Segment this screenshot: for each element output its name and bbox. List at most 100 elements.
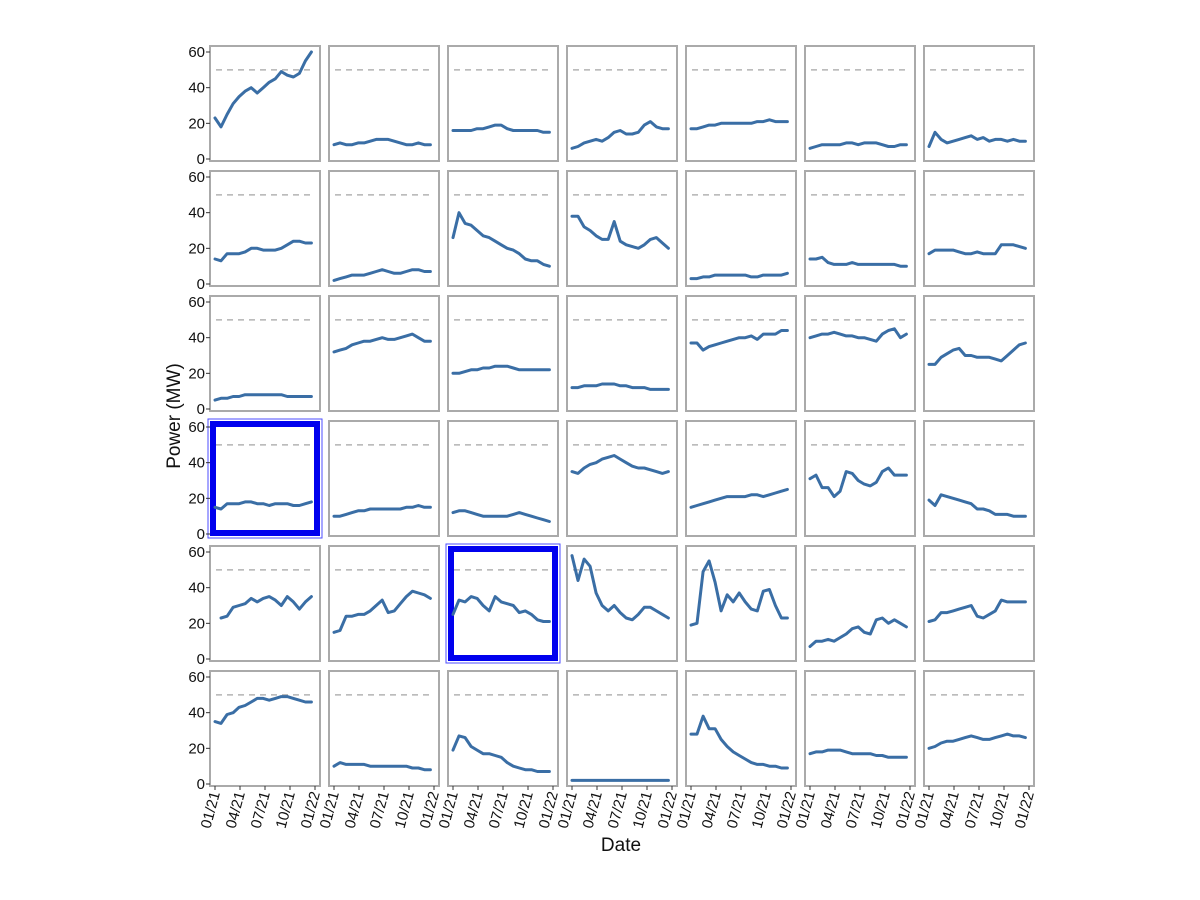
series-line (332, 332, 432, 354)
series-line (808, 616, 908, 648)
series-line (213, 500, 313, 511)
panel-r4-c3 (566, 545, 678, 662)
x-tick-label: 07/21 (962, 790, 988, 831)
panel-r3-c6 (923, 420, 1035, 537)
panel-frame (923, 170, 1035, 287)
x-tick-label: 07/21 (486, 790, 512, 831)
panel-r0-c0 (209, 45, 321, 162)
series-line (451, 734, 551, 773)
highlight-outline (445, 543, 561, 664)
panel-frame (923, 545, 1035, 662)
panel-frame (447, 170, 559, 287)
series-line (213, 50, 313, 129)
panel-r5-c0 (209, 670, 321, 787)
panel-r2-c1 (328, 295, 440, 412)
panel-frame (685, 170, 797, 287)
series-line (689, 118, 789, 131)
panel-r0-c6 (923, 45, 1035, 162)
y-tick-label: 0 (197, 401, 205, 418)
y-axis-ticks: 0204060020406002040600204060020406002040… (188, 44, 210, 793)
x-tick-label: 10/21 (630, 790, 656, 831)
panel-r1-c6 (923, 170, 1035, 287)
panel-r2-c0 (209, 295, 321, 412)
x-tick-label: 10/21 (273, 790, 299, 831)
panel-r2-c4 (685, 295, 797, 412)
series-line (451, 595, 551, 623)
series-line (570, 120, 670, 150)
panel-frame (685, 420, 797, 537)
series-line (570, 554, 670, 622)
panel-frame (923, 670, 1035, 787)
panel-r2-c2 (447, 295, 559, 412)
panel-r1-c1 (328, 170, 440, 287)
y-tick-label: 40 (188, 330, 205, 347)
panel-frame (328, 420, 440, 537)
x-tick-label: 07/21 (724, 790, 750, 831)
panel-frame (209, 670, 321, 787)
x-tick-label: 10/21 (392, 790, 418, 831)
series-line (451, 509, 551, 523)
series-line (332, 268, 432, 282)
panel-r5-c4 (685, 670, 797, 787)
series-line (570, 382, 670, 391)
panel-r3-c1 (328, 420, 440, 537)
panel-frame (209, 295, 321, 412)
y-tick-label: 60 (188, 544, 205, 561)
panel-r4-c6 (923, 545, 1035, 662)
y-tick-label: 20 (188, 740, 205, 757)
panel-r1-c5 (804, 170, 916, 287)
x-tick-label: 10/21 (987, 790, 1013, 831)
y-tick-label: 20 (188, 490, 205, 507)
series-line (808, 327, 908, 343)
y-tick-label: 40 (188, 705, 205, 722)
series-line (927, 130, 1027, 148)
x-tick-label: 04/21 (818, 790, 844, 831)
panel-frame (328, 45, 440, 162)
panel-r3-c0 (207, 418, 323, 539)
series-line (689, 714, 789, 770)
panel-frame (685, 545, 797, 662)
x-tick-label: 04/21 (461, 790, 487, 831)
y-tick-label: 40 (188, 580, 205, 597)
y-tick-label: 20 (188, 615, 205, 632)
panel-r1-c2 (447, 170, 559, 287)
y-tick-label: 0 (197, 151, 205, 168)
x-tick-label: 04/21 (937, 790, 963, 831)
panel-r3-c3 (566, 420, 678, 537)
panel-r3-c2 (447, 420, 559, 537)
x-tick-label: 07/21 (843, 790, 869, 831)
panel-frame (566, 670, 678, 787)
y-tick-label: 60 (188, 169, 205, 186)
series-line (927, 493, 1027, 518)
y-tick-label: 60 (188, 44, 205, 61)
panel-frame (923, 420, 1035, 537)
panel-r0-c2 (447, 45, 559, 162)
panel-frame (566, 170, 678, 287)
series-line (213, 695, 313, 725)
series-line (213, 393, 313, 402)
panel-r0-c4 (685, 45, 797, 162)
series-line (332, 504, 432, 518)
series-line (927, 243, 1027, 256)
series-line (451, 364, 551, 375)
x-tick-label: 07/21 (248, 790, 274, 831)
panel-r2-c6 (923, 295, 1035, 412)
series-line (213, 239, 313, 263)
series-line (451, 211, 551, 268)
panel-r3-c5 (804, 420, 916, 537)
x-tick-label: 04/21 (699, 790, 725, 831)
x-tick-label: 04/21 (580, 790, 606, 831)
y-tick-label: 0 (197, 776, 205, 793)
panel-frame (328, 295, 440, 412)
panel-frame (923, 45, 1035, 162)
highlighted-panel-frame (210, 421, 320, 536)
series-line (451, 123, 551, 134)
x-tick-label: 01/21 (198, 790, 224, 831)
x-axis-ticks: 01/2104/2107/2110/2101/2201/2104/2107/21… (198, 786, 1038, 830)
panel-frame (804, 295, 916, 412)
panel-frame (804, 170, 916, 287)
panel-grid (207, 45, 1035, 787)
x-axis-title: Date (601, 835, 641, 856)
series-line (808, 141, 908, 150)
